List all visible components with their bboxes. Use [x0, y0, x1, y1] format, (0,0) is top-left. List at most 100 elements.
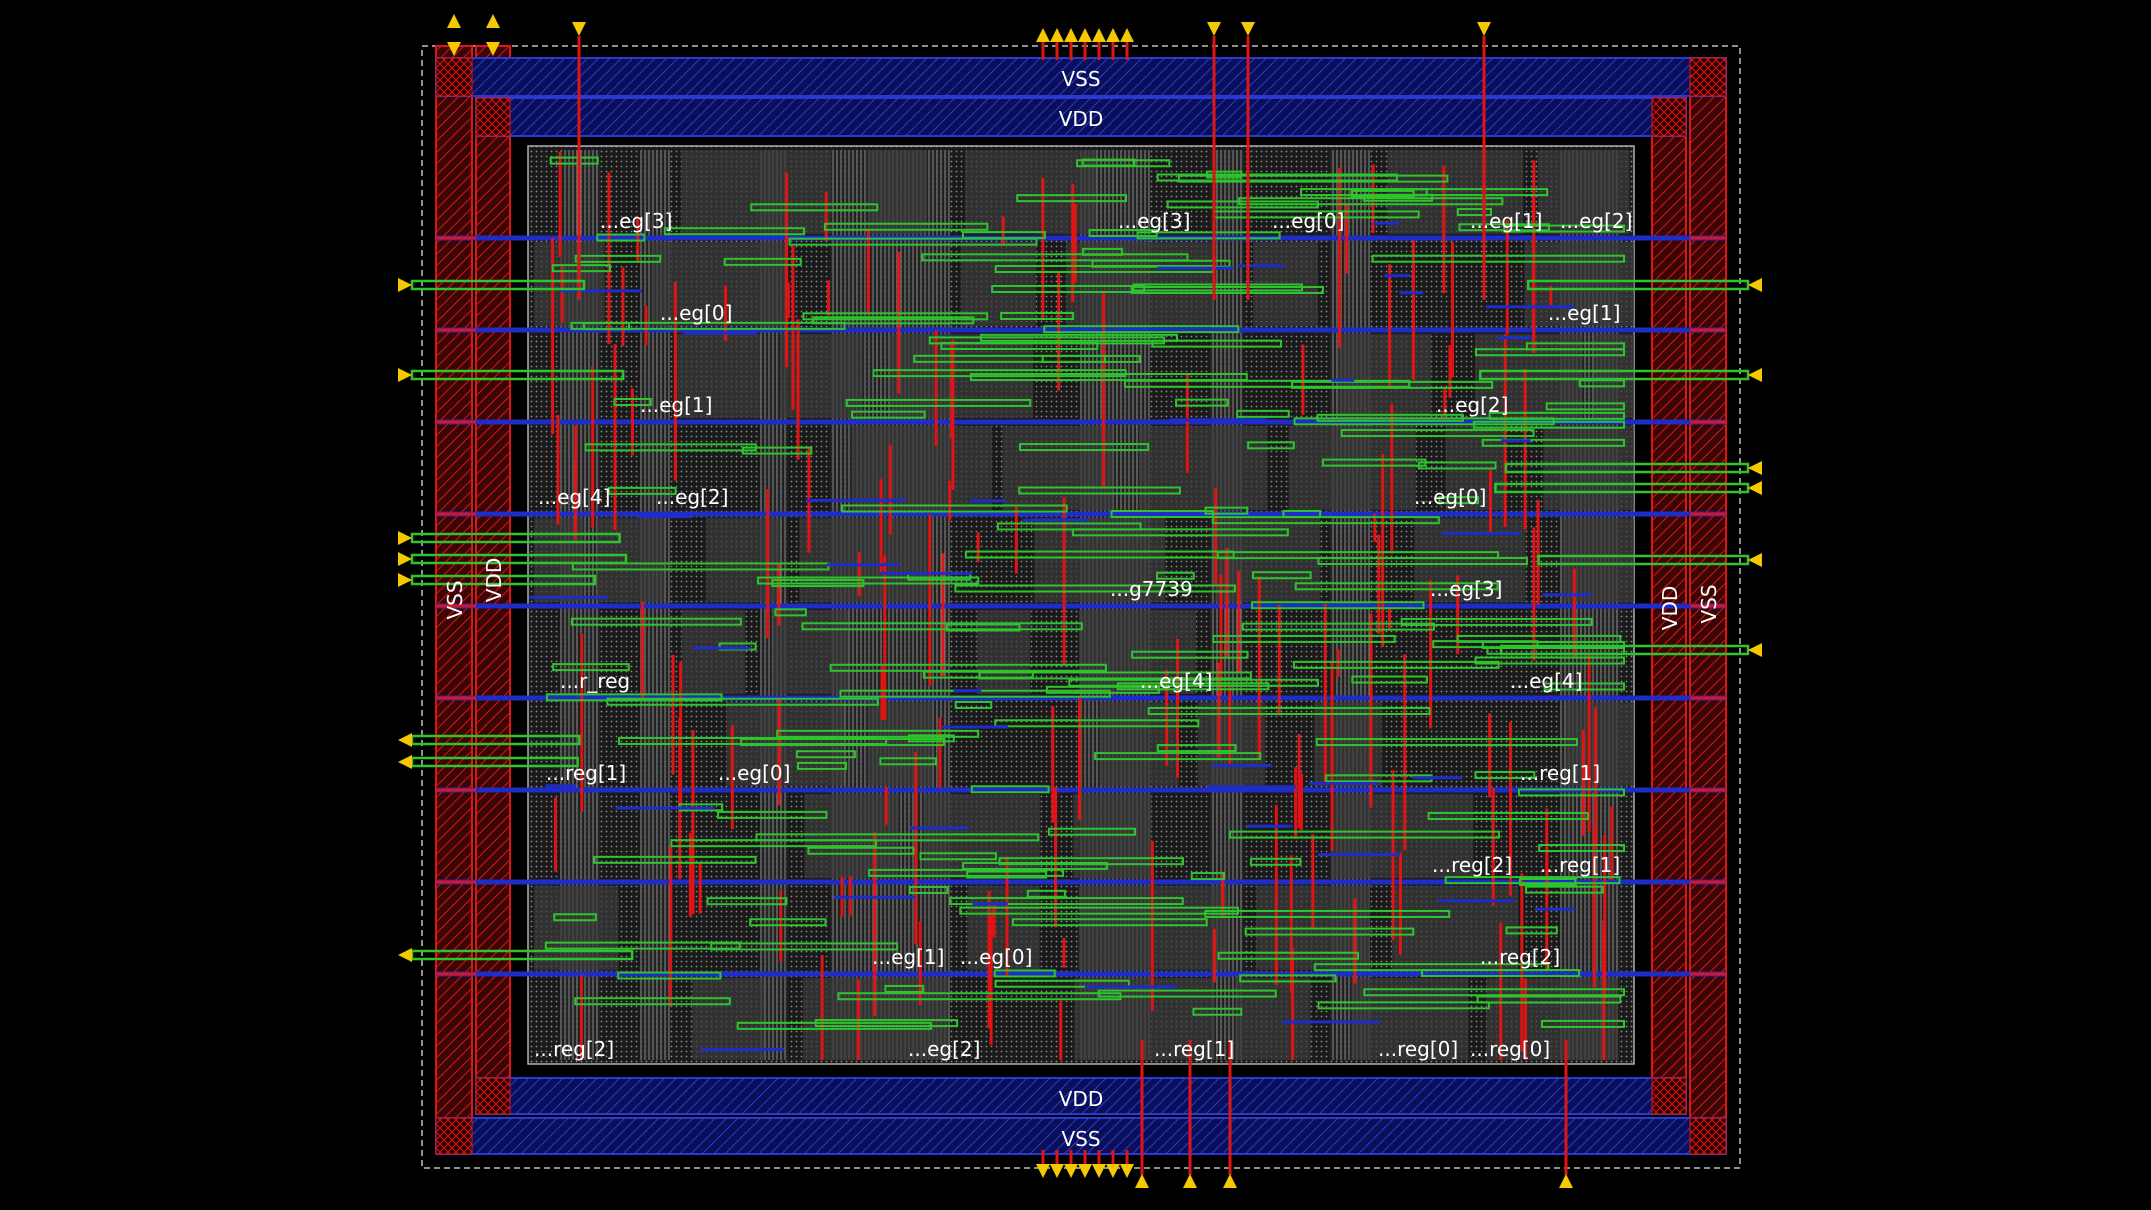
metal3-wire — [797, 761, 848, 770]
metal3-wire — [1068, 678, 1320, 687]
left-vss-label: VSS — [443, 580, 467, 619]
io-pin[interactable] — [486, 42, 500, 56]
metal3-wire — [812, 316, 975, 325]
metal3-wire — [723, 257, 802, 266]
cell-instance — [1351, 978, 1469, 1060]
metal3-wire — [750, 203, 879, 212]
io-pin[interactable] — [1223, 1174, 1237, 1188]
io-pin[interactable] — [1078, 28, 1092, 42]
metal3-wire — [1476, 995, 1622, 1004]
io-pin[interactable] — [1748, 553, 1762, 567]
metal3-wire — [788, 237, 1038, 246]
io-pin[interactable] — [1748, 368, 1762, 382]
metal3-wire — [1177, 174, 1449, 183]
io-pin[interactable] — [398, 948, 412, 962]
metal3-wire — [1190, 872, 1225, 881]
io-pin[interactable] — [1050, 28, 1064, 42]
io-pin[interactable] — [1748, 643, 1762, 657]
io-pin[interactable] — [486, 14, 500, 28]
via-corner — [1651, 1077, 1687, 1115]
metal3-wire — [1116, 682, 1270, 691]
right-vdd-label: VDD — [1658, 586, 1682, 630]
cell-instance — [799, 518, 928, 602]
io-pin[interactable] — [1477, 22, 1491, 36]
metal3-wire — [1018, 486, 1181, 495]
io-pin[interactable] — [398, 278, 412, 292]
metal3-wire — [1249, 857, 1302, 866]
bottom-vss-ring — [435, 1117, 1727, 1155]
metal3-wire — [1474, 656, 1626, 665]
io-pin[interactable] — [1036, 28, 1050, 42]
metal3-wire — [663, 227, 806, 236]
io-pin[interactable] — [1120, 1164, 1134, 1178]
via-corner — [1689, 57, 1727, 97]
metal3-wire — [1239, 974, 1337, 983]
io-pin[interactable] — [1064, 28, 1078, 42]
io-pin[interactable] — [1092, 28, 1106, 42]
metal3-wire — [807, 846, 915, 855]
metal3-wire — [1166, 200, 1319, 209]
cell-instance — [867, 150, 927, 234]
cell-instance — [1387, 150, 1524, 234]
cell-label: ...eg[0] — [660, 301, 732, 325]
cell-label: ...eg[1] — [1470, 209, 1542, 233]
metal3-wire — [921, 253, 1189, 262]
metal3-wire — [1156, 744, 1237, 753]
metal3-wire — [1291, 380, 1494, 389]
metal3-wire — [551, 264, 611, 273]
io-pin[interactable] — [1106, 28, 1120, 42]
io-pin[interactable] — [1748, 278, 1762, 292]
io-pin[interactable] — [398, 368, 412, 382]
io-pin[interactable] — [572, 22, 586, 36]
cell-label: ...eg[3] — [1118, 209, 1190, 233]
cell-label: ...reg[1] — [546, 761, 626, 785]
metal3-wire — [606, 697, 879, 706]
cell-label: ...reg[1] — [1540, 853, 1620, 877]
cell-label: ...eg[2] — [1436, 393, 1508, 417]
metal3-wire — [1156, 173, 1398, 182]
metal3-wire — [757, 576, 980, 585]
metal3-wire — [1340, 429, 1535, 438]
io-pin[interactable] — [1120, 28, 1134, 42]
metal3-wire — [1543, 682, 1626, 691]
metal3-wire — [1427, 811, 1589, 820]
io-pin[interactable] — [398, 531, 412, 545]
cell-instance — [596, 518, 664, 602]
io-pin[interactable] — [1135, 1174, 1149, 1188]
cell-instance — [1537, 150, 1630, 234]
io-pin[interactable] — [1748, 461, 1762, 475]
io-pin[interactable] — [398, 755, 412, 769]
cell-label: ...eg[1] — [872, 945, 944, 969]
metal3-wire — [994, 979, 1130, 988]
io-pin[interactable] — [1207, 22, 1221, 36]
io-pin[interactable] — [447, 42, 461, 56]
io-pin[interactable] — [1036, 1164, 1050, 1178]
io-pin[interactable] — [1064, 1164, 1078, 1178]
io-pin[interactable] — [1241, 22, 1255, 36]
io-pins[interactable] — [398, 14, 1762, 1188]
io-pin[interactable] — [1050, 1164, 1064, 1178]
metal3-wire — [574, 997, 731, 1006]
left-vss-ring — [435, 45, 473, 1155]
io-pin[interactable] — [1078, 1164, 1092, 1178]
io-pin[interactable] — [1092, 1164, 1106, 1178]
io-pin[interactable] — [447, 14, 461, 28]
metal3-wire — [1545, 402, 1626, 411]
io-pin[interactable] — [1183, 1174, 1197, 1188]
metal3-wire — [1094, 752, 1262, 761]
top-vdd-label: VDD — [1059, 107, 1103, 131]
io-pin[interactable] — [398, 552, 412, 566]
metal3-wire — [1204, 506, 1249, 515]
io-pin[interactable] — [398, 573, 412, 587]
io-pin[interactable] — [1748, 481, 1762, 495]
cell-instance — [1235, 978, 1311, 1060]
metal3-wire — [801, 622, 1083, 631]
io-pin[interactable] — [1559, 1174, 1573, 1188]
io-pin[interactable] — [1106, 1164, 1120, 1178]
metal3-wire — [884, 984, 925, 993]
cell-label: ...reg[2] — [1480, 945, 1560, 969]
metal3-wire — [1131, 650, 1249, 659]
io-pin[interactable] — [398, 733, 412, 747]
metal3-wire — [1294, 582, 1499, 591]
